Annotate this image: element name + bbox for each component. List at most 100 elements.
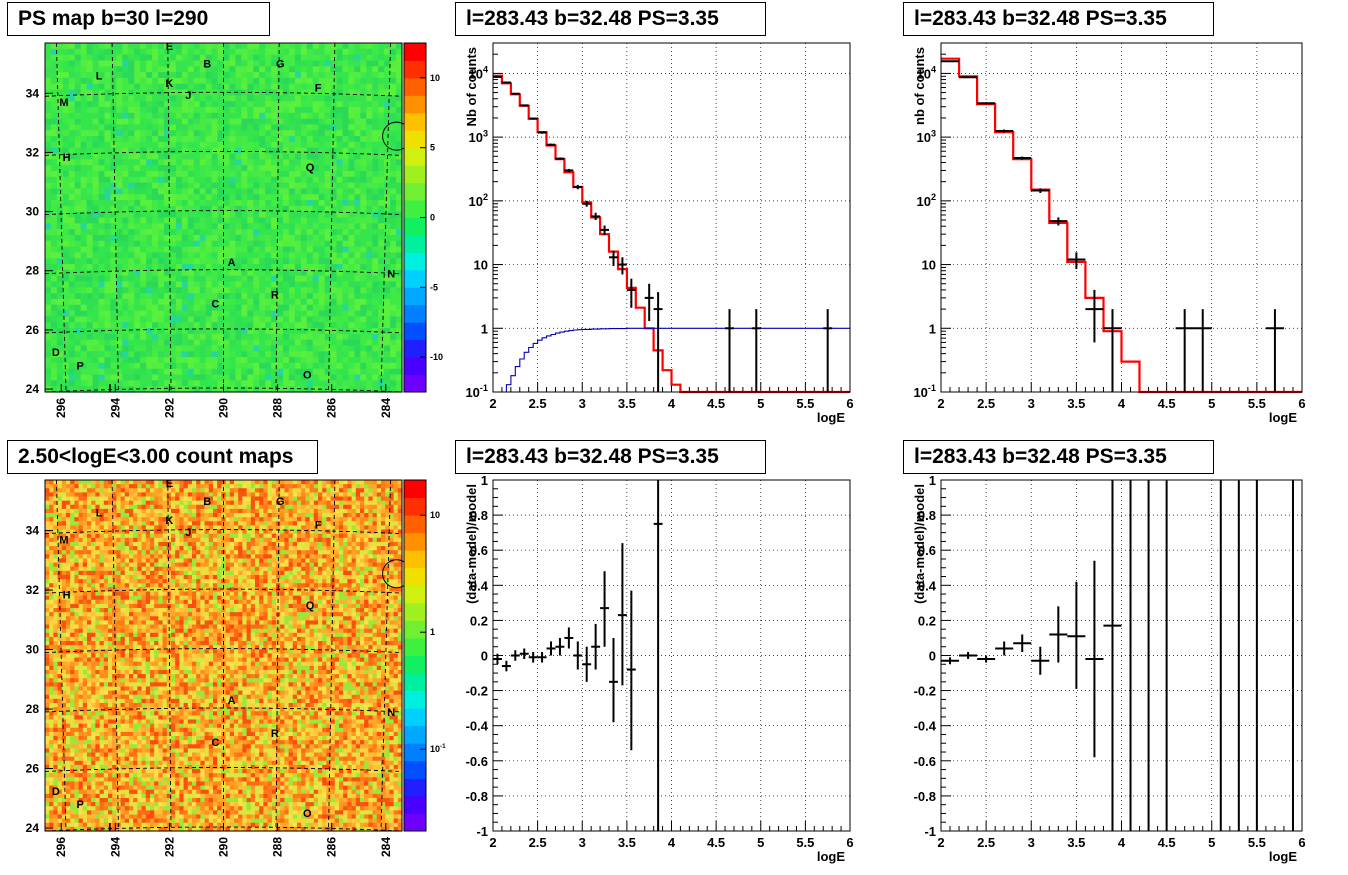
resid_mid-ytick-label: -0.8 xyxy=(466,789,488,804)
spec_right-xtick-label: 3 xyxy=(1028,396,1035,411)
spec_mid-plot-area xyxy=(493,43,850,392)
source-label-j: J xyxy=(185,527,191,539)
resid_right-data-points xyxy=(941,480,1294,831)
source-label-k: K xyxy=(165,515,173,527)
spec_mid-xtick-label: 6 xyxy=(846,396,853,411)
resid_right-panel: 2 2.5 3 3.5 4 4.5 5 5.5 6 -1 -0.8 -0.6 -0.4 -0.2 0 0.2 0… xyxy=(912,473,1306,864)
spec_mid-xtick-label: 4.5 xyxy=(707,396,725,411)
resid_right-ytick-label: 0 xyxy=(929,649,936,664)
map_bottom-xtick-label: 284 xyxy=(379,837,393,857)
spectrum-middle-title: l=283.43 b=32.48 PS=3.35 xyxy=(455,2,766,36)
source-label-l: L xyxy=(96,508,103,520)
spec_mid-xtick-label: 5 xyxy=(757,396,764,411)
map_bottom-xtick-label: 290 xyxy=(217,837,231,857)
spec_right-xlabel: logE xyxy=(1269,410,1297,425)
map_bottom-xtick-label: 286 xyxy=(325,837,339,857)
resid_mid-ytick-label: 0.8 xyxy=(470,508,488,523)
resid_right-ytick-label: 0.2 xyxy=(918,613,936,628)
resid_right-xtick-label: 4 xyxy=(1118,835,1126,850)
map_top-colorbar-label: 0 xyxy=(430,213,435,223)
source-label-f: F xyxy=(315,82,322,94)
resid_right-xtick-label: 6 xyxy=(1298,835,1305,850)
spec_mid-ytick-label: 10 xyxy=(474,258,488,273)
spec_right-xtick-label: 5 xyxy=(1208,396,1215,411)
resid_right-ytick-label: 0.4 xyxy=(918,578,937,593)
map_bottom-graticule xyxy=(44,479,403,832)
spec_mid-xtick-label: 3.5 xyxy=(618,396,636,411)
map_top-colorbar-label: 10 xyxy=(430,73,440,83)
spec_mid-xtick-label: 4 xyxy=(668,396,676,411)
resid_mid-data-points xyxy=(493,480,663,831)
spec_mid-model-line xyxy=(493,74,850,394)
source-label-h: H xyxy=(63,590,71,602)
source-label-g: G xyxy=(276,496,285,508)
map_top-xtick-label: 286 xyxy=(325,398,339,418)
map_top-ytick-label: 32 xyxy=(26,145,40,159)
map_bottom-xtick-label: 288 xyxy=(271,837,285,857)
spec_right-xtick-label: 4.5 xyxy=(1158,396,1176,411)
source-label-b: B xyxy=(203,59,211,71)
source-label-g: G xyxy=(276,59,285,71)
map_bottom-ytick-label: 30 xyxy=(26,643,40,657)
source-label-p: P xyxy=(76,799,83,811)
spec_mid-xtick-label: 2.5 xyxy=(529,396,547,411)
source-label-m: M xyxy=(59,97,68,109)
map_bottom-xtick-label: 294 xyxy=(108,837,122,857)
map-top-title: PS map b=30 l=290 xyxy=(7,2,270,36)
resid_right-ytick-label: -1 xyxy=(924,824,936,839)
resid_mid-xtick-label: 4.5 xyxy=(707,835,725,850)
source-label-i: I xyxy=(108,383,111,395)
resid_right-xtick-label: 4.5 xyxy=(1158,835,1176,850)
resid_right-frame xyxy=(940,479,1303,832)
spec_mid-xtick-label: 3 xyxy=(579,396,586,411)
resid_right-xtick-label: 3 xyxy=(1028,835,1035,850)
spec_right-ticks xyxy=(940,42,1303,393)
source-label-n: N xyxy=(387,707,395,719)
resid_right-ytick-label: 1 xyxy=(929,473,936,488)
resid_mid-ytick-label: 0.4 xyxy=(470,578,489,593)
spec_mid-ylabel: Nb of counts xyxy=(464,47,479,126)
spec_mid-ytick-label: 102 xyxy=(468,192,488,209)
map_bottom-panel: E B G L K F J M H Q A N R C D P O I 296 294 292 290 288 286 284 2… xyxy=(26,478,446,857)
source-label-b: B xyxy=(203,496,211,508)
resid_right-ytick-label: -0.8 xyxy=(914,789,936,804)
source-label-a: A xyxy=(228,257,236,269)
resid_mid-xtick-label: 2.5 xyxy=(529,835,547,850)
map_top-xtick-label: 284 xyxy=(379,398,393,418)
spec_mid-xtick-label: 5.5 xyxy=(796,396,814,411)
spec_right-xtick-label: 5.5 xyxy=(1248,396,1266,411)
spec_right-frame xyxy=(940,42,1303,393)
map_top-ytick-label: 30 xyxy=(26,205,40,219)
resid_mid-xtick-label: 3 xyxy=(579,835,586,850)
map_top-graticule xyxy=(44,42,403,393)
resid_mid-xlabel: logE xyxy=(817,849,845,864)
spec_right-data-points xyxy=(941,60,1284,392)
spec_right-ytick-label: 10 xyxy=(922,258,936,273)
resid_right-xlabel: logE xyxy=(1269,849,1297,864)
resid_mid-xtick-label: 5 xyxy=(757,835,764,850)
source-label-c: C xyxy=(211,298,219,310)
spec_right-ytick-label: 102 xyxy=(916,192,936,209)
residual-middle-title: l=283.43 b=32.48 PS=3.35 xyxy=(455,440,766,474)
resid_mid-panel: 2 2.5 3 3.5 4 4.5 5 5.5 6 -1 -0.8 -0.6 -0.4 -0.2 0 0.2 0… xyxy=(464,473,854,864)
spec_right-xtick-label: 2 xyxy=(937,396,944,411)
source-label-a: A xyxy=(228,695,236,707)
map_top-xtick-label: 288 xyxy=(271,398,285,418)
map_bottom-ytick-label: 28 xyxy=(26,702,40,716)
source-label-q: Q xyxy=(306,162,315,174)
spec_right-xtick-label: 2.5 xyxy=(977,396,995,411)
resid_mid-ytick-label: -1 xyxy=(476,824,488,839)
source-label-d: D xyxy=(52,347,60,359)
resid_mid-ytick-label: -0.2 xyxy=(466,684,488,699)
source-label-d: D xyxy=(52,786,60,798)
spec_mid-xlabel: logE xyxy=(817,410,845,425)
map_bottom-cells xyxy=(45,480,403,832)
resid_mid-ytick-label: 0.2 xyxy=(470,613,488,628)
spec_right-xtick-label: 6 xyxy=(1298,396,1305,411)
source-label-o: O xyxy=(303,369,312,381)
spec_mid-ytick-label: 10-1 xyxy=(465,383,488,400)
map-bottom-title: 2.50<logE<3.00 count maps xyxy=(7,440,318,474)
source-label-m: M xyxy=(59,534,68,546)
map_bottom-xtick-label: 292 xyxy=(162,837,176,857)
spec_mid-xtick-label: 2 xyxy=(489,396,496,411)
